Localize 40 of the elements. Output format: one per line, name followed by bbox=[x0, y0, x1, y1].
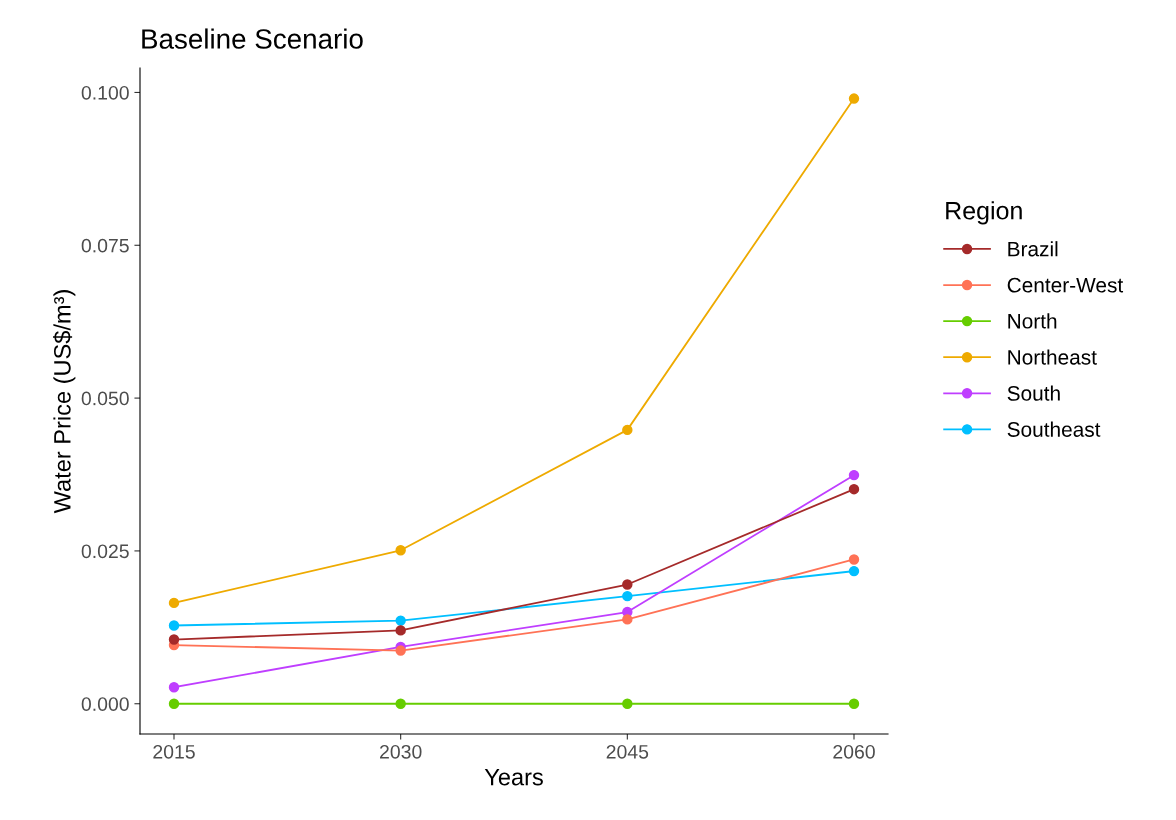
legend-label: Center-West bbox=[1007, 277, 1124, 293]
y-axis-title: Water Price (US$/m³) bbox=[53, 290, 76, 514]
point bbox=[395, 625, 406, 636]
point bbox=[622, 424, 633, 436]
legend-label: North bbox=[1008, 313, 1057, 329]
point bbox=[622, 698, 633, 709]
y-tick-label: 0.100 bbox=[81, 85, 129, 100]
y-tick-label: 0.075 bbox=[81, 238, 129, 253]
legend-label: Southeast bbox=[1007, 421, 1101, 437]
point bbox=[848, 93, 860, 104]
y-tick-label: 0.000 bbox=[81, 697, 129, 711]
x-tick-label: 2060 bbox=[833, 744, 875, 759]
point bbox=[168, 682, 180, 693]
x-axis-title: Years bbox=[484, 768, 543, 786]
x-tick-label: 2045 bbox=[606, 744, 649, 759]
point bbox=[168, 698, 180, 709]
point bbox=[848, 483, 860, 495]
x-tick-label: 2015 bbox=[153, 744, 195, 759]
point bbox=[168, 620, 180, 631]
point bbox=[622, 579, 633, 590]
point bbox=[848, 565, 860, 577]
point bbox=[168, 634, 180, 645]
point bbox=[848, 698, 860, 709]
y-tick-label: 0.050 bbox=[81, 391, 129, 406]
point bbox=[622, 590, 633, 602]
legend-title: Region bbox=[946, 201, 1022, 225]
legend-label: Brazil bbox=[1008, 241, 1058, 257]
point bbox=[395, 615, 406, 626]
legend-label: South bbox=[1007, 385, 1060, 401]
x-tick-label: 2030 bbox=[380, 744, 422, 759]
point bbox=[395, 645, 406, 656]
y-tick-label: 0.025 bbox=[81, 544, 129, 559]
point bbox=[848, 554, 860, 565]
chart-title: Baseline Scenario bbox=[142, 28, 363, 49]
point bbox=[622, 614, 633, 625]
point bbox=[395, 545, 406, 556]
point bbox=[168, 597, 180, 609]
legend-label: Northeast bbox=[1008, 349, 1097, 365]
point bbox=[395, 698, 406, 709]
point bbox=[848, 469, 860, 481]
